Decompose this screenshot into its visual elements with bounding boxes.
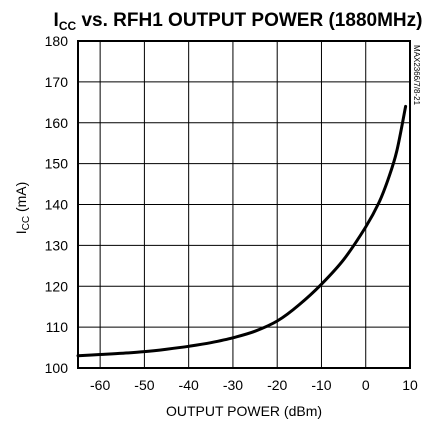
x-tick-label: 0 (362, 377, 370, 393)
chart-title: ICC vs. RFH1 OUTPUT POWER (1880MHz) (54, 10, 423, 33)
grid (78, 40, 411, 369)
x-tick-label: 10 (402, 377, 418, 393)
y-tick-label: 120 (45, 278, 69, 294)
x-tick-label: -60 (90, 377, 110, 393)
y-tick-label: 160 (45, 115, 69, 131)
icc-curve (76, 104, 408, 358)
y-tick-label: 140 (45, 197, 69, 213)
y-axis-label: ICC (mA) (13, 182, 32, 235)
y-tick-label: 100 (45, 360, 69, 376)
x-tick-labels: -60 -50 -40 -30 -20 -10 0 10 (90, 377, 418, 393)
x-tick-label: -10 (311, 377, 331, 393)
y-tick-label: 180 (45, 33, 69, 49)
x-tick-label: -30 (223, 377, 243, 393)
y-tick-label: 130 (45, 237, 69, 253)
y-tick-label: 170 (45, 74, 69, 90)
x-tick-label: -20 (267, 377, 287, 393)
x-tick-label: -50 (134, 377, 154, 393)
y-tick-label: 150 (45, 156, 69, 172)
y-tick-label: 110 (46, 319, 69, 335)
x-axis-label: OUTPUT POWER (dBm) (166, 403, 322, 419)
x-tick-label: -40 (179, 377, 199, 393)
y-tick-labels: 100 110 120 130 140 150 160 170 180 (45, 33, 69, 376)
plot-frame (77, 40, 411, 369)
series (76, 104, 408, 358)
side-note: MAX2366/7/8-21 (412, 45, 421, 106)
